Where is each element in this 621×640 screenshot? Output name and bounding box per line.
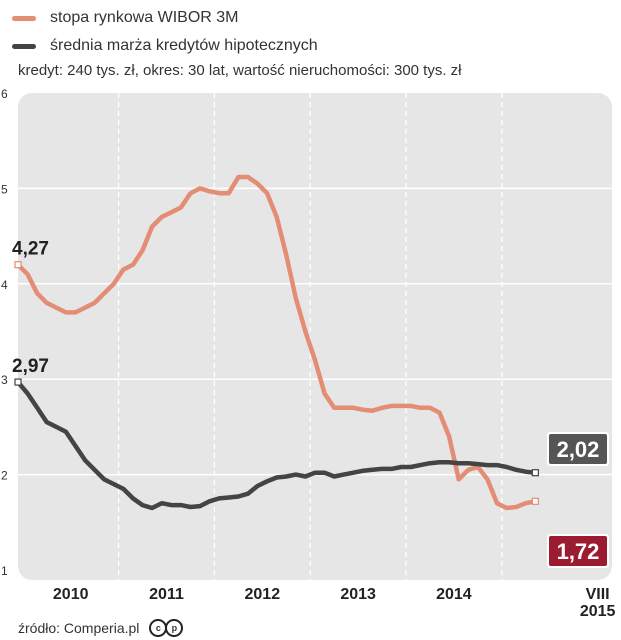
x-tick-label: 2013 [340,586,376,603]
creative-commons-icon: c p [149,619,184,637]
source-line: źródło: Comperia.pl c p [18,619,184,637]
series-start-marker [14,378,22,386]
y-tick-label: 4 [1,278,8,292]
x-tick-label: 2010 [53,586,89,603]
x-tick-sublabel: 2015 [580,603,616,618]
cc-icon-glyph-2: p [165,619,184,637]
y-tick-label: 2 [1,469,8,483]
y-tick-label: 6 [1,87,8,101]
plot-area [18,93,612,580]
y-tick-label: 3 [1,373,8,387]
series-start-marker [14,261,22,269]
x-tick-label: 2014 [436,586,472,603]
chart-legend: stopa rynkowa WIBOR 3M średnia marża kre… [12,4,318,60]
chart-subtitle: kredyt: 240 tys. zł, okres: 30 lat, wart… [18,62,462,79]
series-end-marker [531,469,539,477]
legend-swatch-wibor [12,15,36,21]
legend-label-marza: średnia marża kredytów hipotecznych [50,37,318,54]
end-value-badge-marza-text: 2,02 [557,437,600,462]
series-line-wibor [15,174,538,511]
end-value-badge-marza [549,434,607,464]
y-tick-label: 1 [1,564,8,578]
series-end-marker [531,497,539,505]
legend-label-wibor: stopa rynkowa WIBOR 3M [50,9,239,26]
end-value-badge-wibor [549,536,607,566]
y-tick-label: 5 [1,182,8,196]
source-text: źródło: Comperia.pl [18,620,140,636]
start-label-marza: 2,97 [12,356,49,377]
end-value-badge-wibor-text: 1,72 [557,539,600,564]
legend-swatch-marza [12,43,36,49]
line-chart: 1 2 3 4 5 6 4,27 2,97 2,02 1,72 2010 2011 2012 2013 20… [1,87,616,618]
legend-item-marza: średnia marża kredytów hipotecznych [12,32,318,60]
x-tick-label: 2011 [149,586,184,603]
legend-item-wibor: stopa rynkowa WIBOR 3M [12,4,318,32]
series-line-marza [15,379,538,511]
x-tick-label: VIII [586,586,610,603]
start-label-wibor: 4,27 [12,239,49,260]
x-tick-label: 2012 [245,586,281,603]
